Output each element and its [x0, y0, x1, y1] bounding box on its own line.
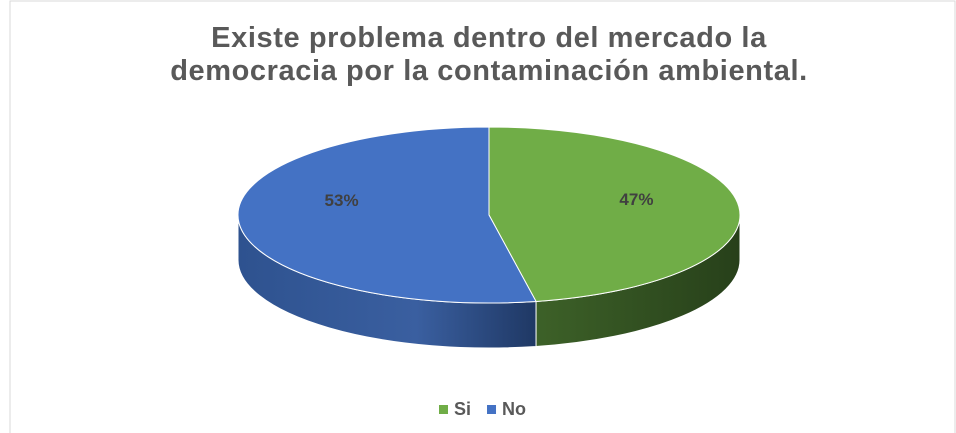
- legend-swatch: [439, 405, 448, 414]
- legend-swatch: [487, 405, 497, 414]
- slice: [237, 126, 537, 304]
- chart-title: Existe problema dentro del mercado la de…: [170, 22, 808, 87]
- legend-label: No: [502, 399, 526, 419]
- chart-border: [9, 0, 956, 433]
- slice: [488, 126, 741, 302]
- data-label: 53%: [325, 191, 359, 210]
- legend-label: Si: [454, 399, 471, 419]
- data-label: 47%: [619, 190, 653, 209]
